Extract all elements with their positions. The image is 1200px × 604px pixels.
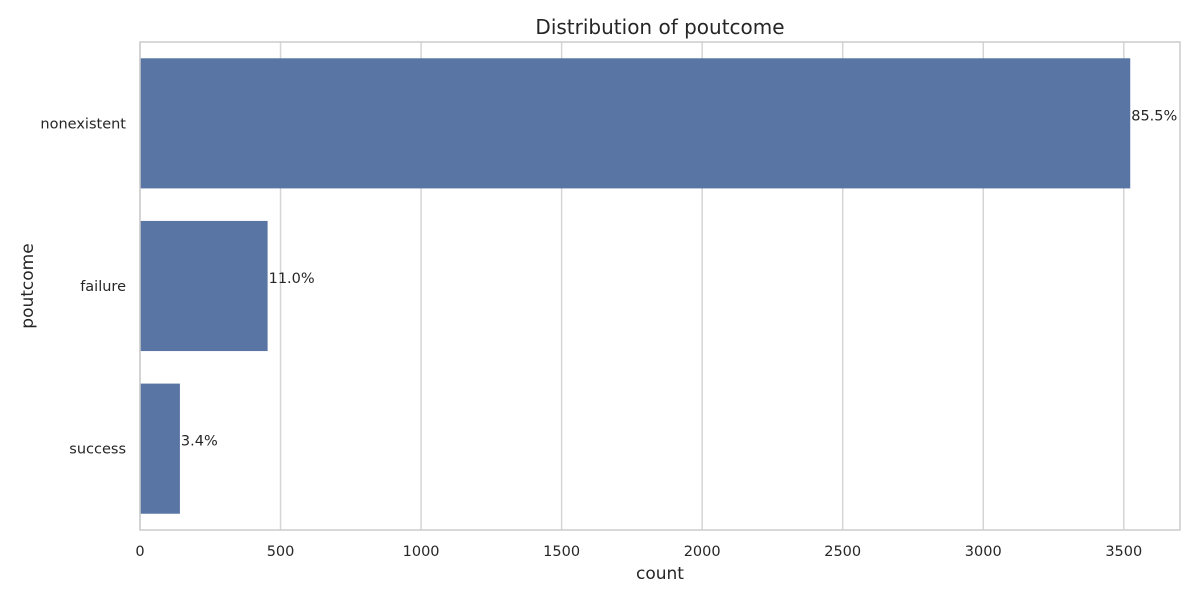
bar-nonexistent xyxy=(140,58,1131,189)
x-tick-label-2: 1000 xyxy=(403,544,440,560)
data-label-nonexistent: 85.5% xyxy=(1131,108,1177,124)
bars xyxy=(140,58,1131,514)
x-tick-label-6: 3000 xyxy=(965,544,1002,560)
bar-success xyxy=(140,383,180,514)
x-tick-label-5: 2500 xyxy=(824,544,861,560)
y-tick-label-success: success xyxy=(69,442,126,458)
x-tick-labels: 0 500 1000 1500 2000 2500 3000 3500 xyxy=(135,544,1142,560)
y-axis-label: poutcome xyxy=(18,243,38,328)
bar-failure xyxy=(140,220,268,352)
plot-frame xyxy=(139,41,1181,531)
x-tick-label-1: 500 xyxy=(267,544,295,560)
x-tick-label-0: 0 xyxy=(135,544,144,560)
y-tick-label-failure: failure xyxy=(80,279,126,295)
x-axis-label: count xyxy=(636,564,684,584)
x-tick-label-4: 2000 xyxy=(684,544,721,560)
data-label-success: 3.4% xyxy=(181,434,218,450)
data-label-failure: 11.0% xyxy=(269,271,315,287)
chart-title: Distribution of poutcome xyxy=(535,15,784,39)
x-tick-label-7: 3500 xyxy=(1105,544,1142,560)
data-labels: 85.5% 11.0% 3.4% xyxy=(181,108,1177,449)
y-tick-labels: nonexistent failure success xyxy=(40,116,126,457)
x-tick-label-3: 1500 xyxy=(543,544,580,560)
y-tick-label-nonexistent: nonexistent xyxy=(40,116,126,132)
